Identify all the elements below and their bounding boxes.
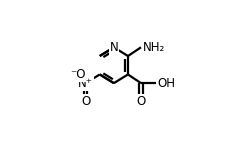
Text: ⁻O: ⁻O <box>70 68 85 81</box>
Text: O: O <box>136 95 146 108</box>
Text: N: N <box>109 41 118 54</box>
Text: OH: OH <box>158 77 176 90</box>
Text: N⁺: N⁺ <box>78 77 93 90</box>
Text: NH₂: NH₂ <box>143 41 165 54</box>
Text: O: O <box>81 95 90 108</box>
